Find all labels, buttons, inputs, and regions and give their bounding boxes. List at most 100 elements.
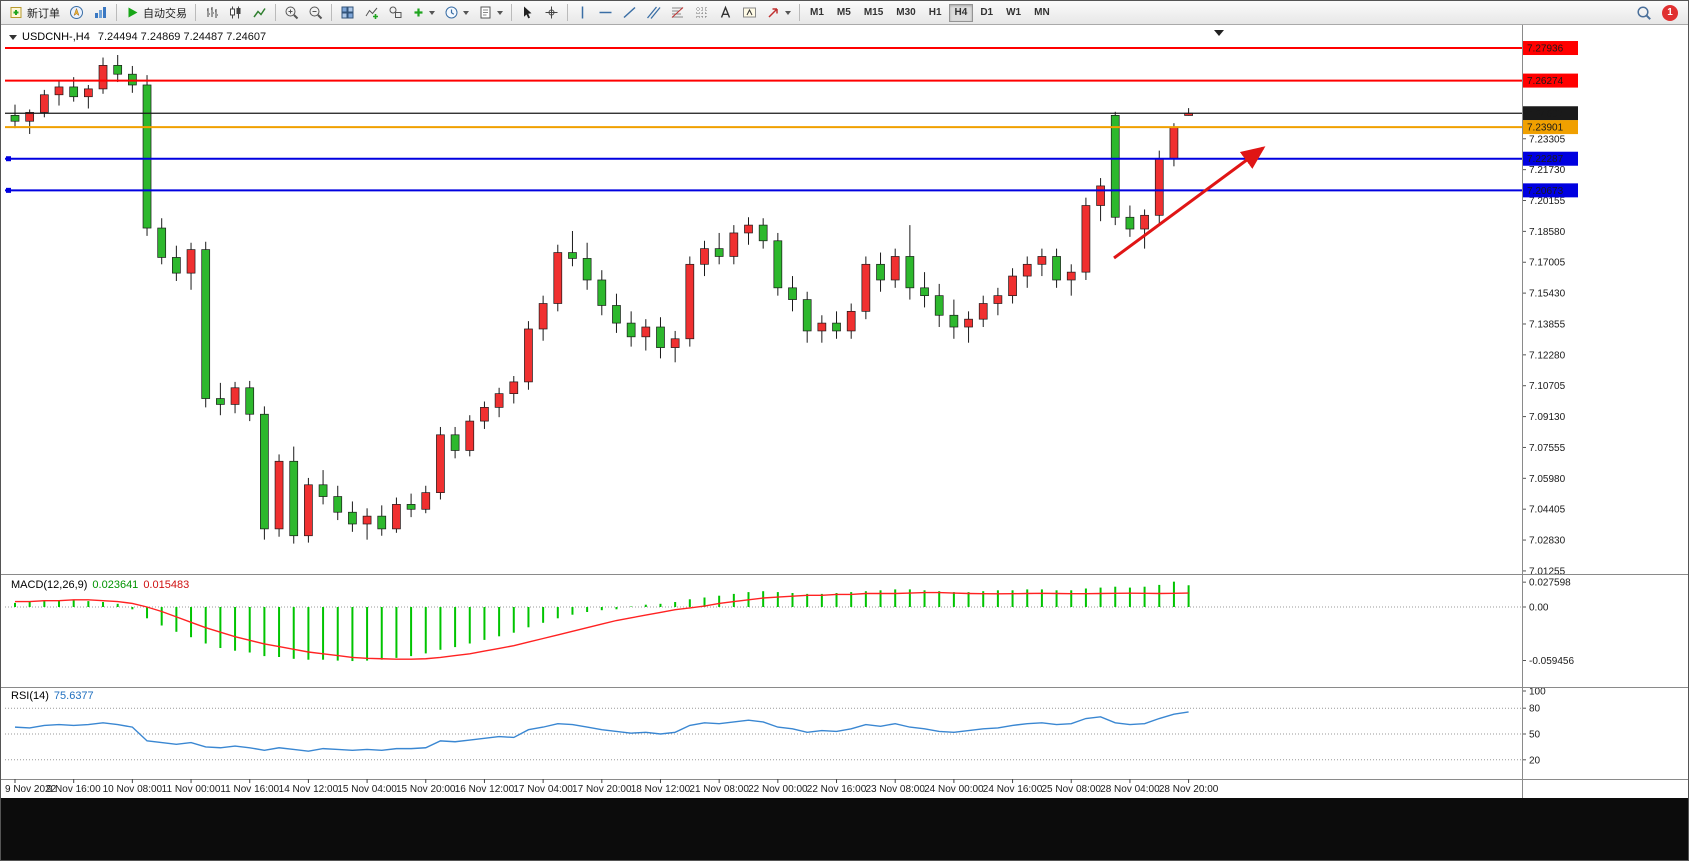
svg-text:21 Nov 08:00: 21 Nov 08:00 — [689, 784, 749, 795]
svg-text:7.23305: 7.23305 — [1529, 134, 1566, 145]
one-click-trading-icon[interactable] — [9, 34, 17, 40]
zoom-in-button[interactable] — [280, 3, 303, 23]
svg-text:50: 50 — [1529, 730, 1541, 741]
periods-button[interactable] — [440, 3, 473, 23]
cursor-button[interactable] — [516, 3, 539, 23]
search-icon — [1636, 5, 1652, 21]
chevron-down-icon — [429, 10, 435, 15]
svg-text:17 Nov 04:00: 17 Nov 04:00 — [513, 784, 573, 795]
channel-icon — [646, 5, 661, 20]
toolbar-separator — [511, 4, 512, 21]
svg-text:15 Nov 20:00: 15 Nov 20:00 — [396, 784, 456, 795]
templates-icon — [478, 5, 493, 20]
grid-button[interactable] — [690, 3, 713, 23]
toolbar-separator — [116, 4, 117, 21]
search-button[interactable] — [1632, 3, 1656, 23]
indicator-list-button[interactable] — [360, 3, 383, 23]
svg-text:7.02830: 7.02830 — [1529, 536, 1566, 547]
market-watch-button[interactable] — [89, 3, 112, 23]
horizontal-line-button[interactable] — [594, 3, 617, 23]
timeframe-button-d1[interactable]: D1 — [974, 4, 999, 22]
auto-trading-label: 自动交易 — [143, 7, 187, 20]
svg-text:17 Nov 20:00: 17 Nov 20:00 — [572, 784, 632, 795]
timeframe-button-m15[interactable]: M15 — [858, 4, 889, 22]
svg-text:28 Nov 04:00: 28 Nov 04:00 — [1100, 784, 1160, 795]
toolbar-separator — [331, 4, 332, 21]
fibonacci-button[interactable] — [666, 3, 689, 23]
svg-text:7.12280: 7.12280 — [1529, 350, 1566, 361]
timeframe-button-w1[interactable]: W1 — [1000, 4, 1027, 22]
svg-text:11 Nov 00:00: 11 Nov 00:00 — [162, 784, 221, 795]
tile-windows-button[interactable] — [336, 3, 359, 23]
text-button[interactable] — [714, 3, 737, 23]
new-order-icon — [9, 5, 24, 20]
timeframe-button-m30[interactable]: M30 — [890, 4, 921, 22]
timeframe-button-h4[interactable]: H4 — [948, 3, 974, 22]
svg-text:7.15430: 7.15430 — [1529, 289, 1566, 300]
bar-chart-icon — [204, 5, 219, 20]
navigator-button[interactable] — [65, 3, 88, 23]
add-indicator-icon — [412, 6, 425, 19]
bar-chart-button[interactable] — [200, 3, 223, 23]
svg-text:14 Nov 12:00: 14 Nov 12:00 — [279, 784, 339, 795]
svg-text:0.00: 0.00 — [1529, 603, 1549, 614]
line-chart-button[interactable] — [248, 3, 271, 23]
toolbar-separator — [799, 4, 800, 21]
svg-text:7.23901: 7.23901 — [1527, 123, 1564, 134]
auto-trading-button[interactable]: 自动交易 — [121, 3, 191, 23]
zoom-in-icon — [284, 5, 299, 20]
svg-text:28 Nov 20:00: 28 Nov 20:00 — [1159, 784, 1219, 795]
auto-trading-icon — [125, 5, 140, 20]
channel-button[interactable] — [642, 3, 665, 23]
horizontal-line-icon — [598, 6, 613, 19]
svg-text:80: 80 — [1529, 704, 1541, 715]
templates-button[interactable] — [474, 3, 507, 23]
timeframe-button-m1[interactable]: M1 — [804, 4, 830, 22]
svg-text:10 Nov 08:00: 10 Nov 08:00 — [103, 784, 163, 795]
svg-text:7.20155: 7.20155 — [1529, 196, 1566, 207]
toolbar-separator — [567, 4, 568, 21]
zoom-out-button[interactable] — [304, 3, 327, 23]
crosshair-button[interactable] — [540, 3, 563, 23]
text-label-button[interactable] — [738, 3, 761, 23]
navigator-icon — [69, 5, 84, 20]
svg-text:24 Nov 00:00: 24 Nov 00:00 — [924, 784, 984, 795]
fibonacci-icon — [670, 5, 685, 20]
arrows-icon — [766, 5, 781, 20]
toolbar-right-group: 1 — [1632, 3, 1684, 23]
new-order-label: 新订单 — [27, 7, 60, 20]
market-watch-icon — [93, 5, 108, 20]
chart-canvas[interactable]: 7.23305 7.21730 7.20155 7.18580 7.17005 7.154… — [1, 25, 1689, 798]
add-indicator-button[interactable] — [408, 3, 439, 23]
candlestick-chart-button[interactable] — [224, 3, 247, 23]
svg-text:15 Nov 04:00: 15 Nov 04:00 — [337, 784, 397, 795]
vertical-line-button[interactable] — [572, 3, 593, 23]
toolbar-separator — [275, 4, 276, 21]
svg-text:7.21730: 7.21730 — [1529, 165, 1566, 176]
svg-text:7.10705: 7.10705 — [1529, 381, 1566, 392]
svg-text:24 Nov 16:00: 24 Nov 16:00 — [983, 784, 1043, 795]
svg-text:7.27936: 7.27936 — [1527, 44, 1564, 55]
timeframe-button-h1[interactable]: H1 — [923, 4, 948, 22]
timeframe-button-m5[interactable]: M5 — [831, 4, 857, 22]
svg-text:9 Nov 16:00: 9 Nov 16:00 — [47, 784, 101, 795]
timeframe-button-mn[interactable]: MN — [1028, 4, 1056, 22]
candlestick-chart-icon — [228, 5, 243, 20]
svg-text:7.07555: 7.07555 — [1529, 443, 1566, 454]
notification-badge[interactable]: 1 — [1662, 4, 1678, 21]
arrows-button[interactable] — [762, 3, 795, 23]
window-bottom-area — [1, 798, 1688, 860]
svg-text:25 Nov 08:00: 25 Nov 08:00 — [1041, 784, 1101, 795]
svg-text:7.24607: 7.24607 — [1527, 109, 1564, 120]
svg-text:16 Nov 12:00: 16 Nov 12:00 — [455, 784, 515, 795]
cursor-icon — [520, 5, 535, 20]
toolbar-separator — [195, 4, 196, 21]
objects-list-button[interactable] — [384, 3, 407, 23]
new-order-button[interactable]: 新订单 — [5, 3, 64, 23]
trendline-button[interactable] — [618, 3, 641, 23]
crosshair-icon — [544, 5, 559, 20]
chevron-down-icon — [497, 10, 503, 15]
svg-text:7.05980: 7.05980 — [1529, 474, 1566, 485]
svg-text:22 Nov 16:00: 22 Nov 16:00 — [807, 784, 867, 795]
